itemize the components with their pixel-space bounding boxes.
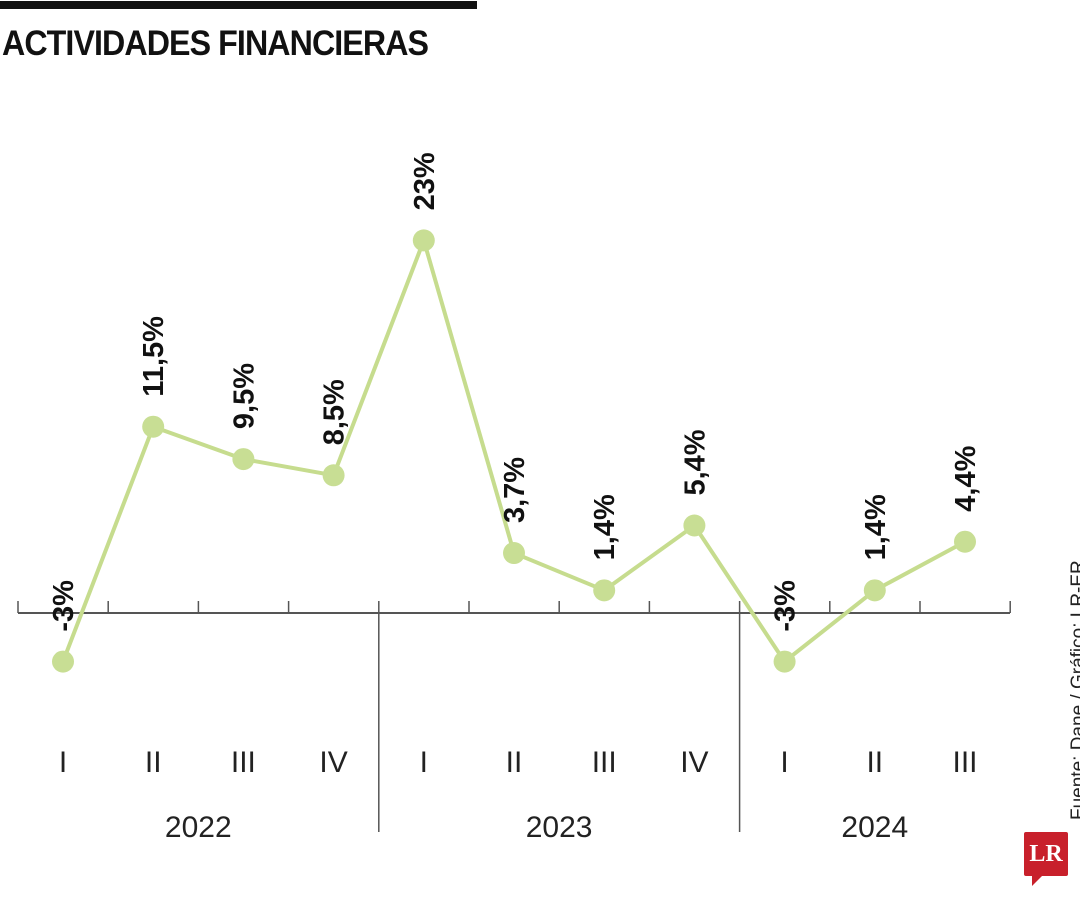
title-bar-rule [0,1,477,9]
quarter-label: I [780,746,788,779]
data-point [322,464,345,487]
data-point [683,514,706,537]
data-label: -3% [770,580,802,632]
quarter-label: II [866,746,883,779]
data-point [142,415,165,438]
quarter-label: III [952,746,977,779]
quarter-label: I [420,746,428,779]
year-label: 2024 [841,811,908,844]
data-label: 4,4% [950,445,982,511]
data-point [863,579,886,602]
quarter-label: II [506,746,523,779]
data-point [52,650,74,673]
data-point [412,229,435,252]
quarter-label: III [231,746,256,779]
series-line [61,238,966,664]
quarter-label: II [145,746,162,779]
year-label: 2023 [526,811,593,844]
source-note: Fuente: Dane / Gráfico: LR-ER [1068,560,1080,820]
data-label: 23% [409,152,441,210]
data-point [954,530,976,553]
data-label: 5,4% [679,429,711,495]
data-point [503,542,525,565]
data-label: -3% [48,580,80,632]
data-label: 1,4% [860,494,892,560]
data-label: 9,5% [228,363,260,429]
data-label: 8,5% [319,379,351,445]
data-point [773,650,796,673]
lr-logo: LR [1024,832,1068,886]
quarter-label: III [592,746,617,779]
data-label: 1,4% [589,494,621,560]
data-label: 11,5% [138,316,170,397]
data-point [232,448,255,471]
year-label: 2022 [165,811,232,844]
quarter-label: IV [319,746,347,779]
data-label: 3,7% [499,457,531,523]
quarter-label: I [59,746,67,779]
data-point [593,579,616,602]
chart-title: ACTIVIDADES FINANCIERAS [2,24,429,63]
quarter-label: IV [680,746,708,779]
